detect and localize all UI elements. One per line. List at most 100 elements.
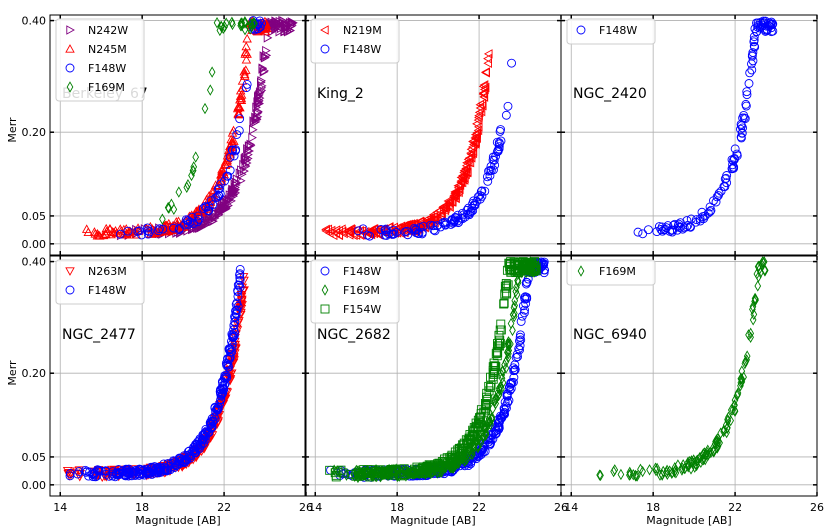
data-point-n219m [447, 197, 457, 207]
legend-marker-f148w [576, 25, 586, 35]
x-axis-title-right: Magnitude [AB] [646, 514, 731, 527]
data-point-f154w [514, 259, 524, 269]
data-point-f154w [500, 281, 510, 291]
data-point-f154w [496, 319, 506, 329]
data-point-n245m [217, 164, 227, 174]
data-point-n242w [230, 185, 240, 195]
data-point-f148w [643, 225, 653, 235]
x-axis-title-middle: Magnitude [AB] [390, 514, 475, 527]
data-point-f148w [486, 162, 496, 171]
data-point-f154w [499, 298, 509, 308]
data-point-f148w [214, 190, 223, 200]
data-point-f148w [223, 171, 233, 181]
data-point-f154w [493, 348, 503, 358]
data-point-f148w [491, 426, 500, 436]
data-point-f169m [710, 445, 718, 458]
data-point-n242w [254, 92, 263, 102]
data-point-f169m [499, 365, 506, 378]
data-point-f148w [737, 128, 747, 138]
y-tick-label: 0.05 [22, 451, 47, 464]
data-point-f148w [199, 433, 209, 443]
data-point-f148w [509, 366, 519, 376]
data-point-f154w [356, 470, 366, 480]
panel-title: NGC_2477 [62, 327, 136, 343]
data-point-f154w [504, 258, 514, 268]
legend-box [566, 18, 656, 45]
data-point-f148w [678, 224, 688, 234]
data-point-f169m [727, 404, 735, 416]
data-point-f148w [227, 339, 237, 349]
data-point-n242w [257, 76, 266, 86]
data-point-f148w [699, 214, 709, 224]
data-point-f148w [132, 467, 142, 477]
data-point-f154w [470, 424, 480, 434]
data-points [62, 264, 249, 483]
data-point-f169m [666, 465, 673, 477]
data-point-f148w [139, 465, 149, 475]
data-point-n242w [209, 207, 219, 218]
data-point-f148w [675, 222, 685, 232]
data-point-n245m [106, 229, 116, 239]
data-point-f169m [222, 17, 230, 29]
data-point-f148w [766, 23, 776, 33]
x-tick-label: 26 [299, 501, 313, 514]
data-point-f148w [123, 226, 133, 236]
data-point-f154w [399, 470, 409, 479]
data-point-f148w [402, 226, 412, 236]
data-point-n219m [473, 122, 483, 132]
data-point-f169m [228, 16, 236, 28]
data-point-f148w [220, 176, 230, 186]
data-point-f148w [235, 264, 245, 274]
data-point-f154w [435, 460, 445, 470]
data-point-f148w [213, 192, 222, 202]
data-point-n263m [224, 373, 235, 383]
data-point-f169m [720, 424, 728, 436]
legend: N263M F148W [55, 259, 145, 305]
data-point-f148w [235, 275, 245, 285]
data-point-f148w [215, 184, 224, 194]
data-point-f148w [120, 471, 130, 481]
data-point-f148w [230, 312, 240, 322]
data-point-f148w [521, 299, 531, 309]
data-point-f148w [496, 125, 506, 134]
data-point-n219m [477, 100, 487, 111]
data-point-f148w [477, 191, 487, 201]
data-point-f148w [490, 160, 500, 170]
data-point-f148w [225, 165, 235, 175]
data-point-f148w [179, 457, 189, 467]
data-point-f148w [732, 149, 742, 159]
data-point-f169m [511, 299, 518, 312]
data-point-f169m [652, 462, 659, 474]
data-point-f148w [92, 471, 102, 481]
x-tick-label: 14 [308, 501, 322, 514]
data-point-n219m [459, 166, 469, 176]
data-point-n219m [409, 218, 418, 229]
data-point-f148w [488, 434, 498, 444]
data-point-f169m [626, 469, 633, 481]
x-tick-label: 26 [554, 501, 568, 514]
data-point-n219m [436, 208, 445, 219]
data-point-f154w [336, 465, 346, 475]
data-point-f154w [472, 424, 482, 434]
data-point-f148w [169, 223, 179, 233]
data-point-n245m [220, 160, 231, 170]
data-point-f148w [747, 50, 757, 60]
data-point-f148w [691, 215, 701, 225]
data-point-n245m [222, 155, 232, 165]
y-tick-label: 0.40 [22, 15, 47, 28]
data-point-f148w [722, 178, 732, 188]
data-point-f169m [637, 463, 644, 475]
x-tick-label: 14 [564, 501, 578, 514]
legend-box [566, 259, 656, 286]
data-point-f154w [509, 265, 519, 275]
x-tick-label: 22 [472, 501, 486, 514]
data-point-n242w [254, 106, 263, 117]
data-point-f148w [389, 229, 399, 239]
data-point-f169m [678, 462, 686, 474]
legend-label: F148W [88, 284, 126, 297]
data-point-f154w [483, 395, 493, 404]
data-point-f148w [227, 342, 237, 352]
data-point-n242w [259, 67, 269, 77]
data-point-f148w [742, 90, 752, 100]
data-point-n219m [479, 80, 489, 90]
